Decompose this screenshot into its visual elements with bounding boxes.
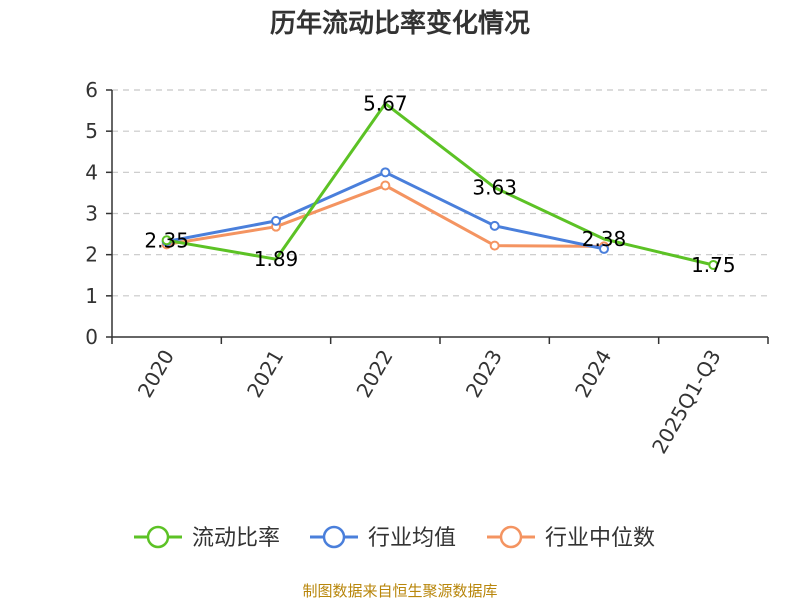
legend-label: 行业中位数 — [545, 526, 655, 551]
y-tick-label: 2 — [85, 243, 98, 267]
data-label: 1.75 — [691, 253, 736, 277]
x-tick-label: 2021 — [242, 346, 288, 402]
x-tick-label: 2024 — [570, 346, 616, 402]
data-point — [380, 167, 391, 178]
legend-swatch-marker — [322, 525, 346, 549]
data-label: 2.35 — [144, 228, 189, 252]
data-point — [161, 235, 172, 246]
grid-lines — [112, 89, 768, 297]
legend-label: 行业均值 — [368, 526, 456, 551]
chart-title: 历年流动比率变化情况 — [270, 8, 530, 39]
y-tick-label: 4 — [85, 160, 98, 184]
legend: 流动比率 行业均值 行业中位数 — [134, 525, 655, 551]
x-tick-label: 2020 — [133, 346, 179, 402]
data-point — [489, 240, 500, 251]
y-tick-label: 3 — [85, 202, 98, 226]
data-label: 3.63 — [472, 176, 517, 200]
series-line-0 — [165, 102, 715, 267]
y-tick-label: 5 — [85, 119, 98, 143]
data-point — [380, 180, 391, 191]
y-tick-label: 6 — [85, 78, 98, 102]
data-point — [599, 243, 609, 254]
data-label: 2.38 — [582, 227, 627, 251]
legend-item-1: 行业均值 — [310, 525, 456, 551]
series-lines — [161, 102, 719, 270]
x-tick-label: 2025Q1-Q3 — [647, 346, 726, 458]
x-tick-label: 2022 — [351, 346, 397, 402]
legend-item-0: 流动比率 — [134, 525, 280, 551]
legend-item-2: 行业中位数 — [487, 525, 655, 551]
data-label: 1.89 — [254, 247, 299, 271]
source-note: 制图数据来自恒生聚源数据库 — [302, 582, 497, 600]
legend-swatch-marker — [146, 525, 170, 549]
y-tick-label: 1 — [85, 284, 98, 308]
legend-swatch-marker — [499, 525, 523, 549]
data-point — [708, 259, 719, 270]
legend-label: 流动比率 — [192, 526, 280, 551]
data-point — [489, 220, 500, 231]
x-tick-label: 2023 — [461, 345, 507, 401]
series-line-2 — [165, 184, 606, 248]
data-label: 5.67 — [363, 92, 408, 116]
data-point — [271, 215, 281, 226]
data-labels: 2.35 1.89 5.67 3.63 2.38 1.75 — [144, 92, 735, 277]
y-tick-label: 0 — [85, 325, 98, 349]
